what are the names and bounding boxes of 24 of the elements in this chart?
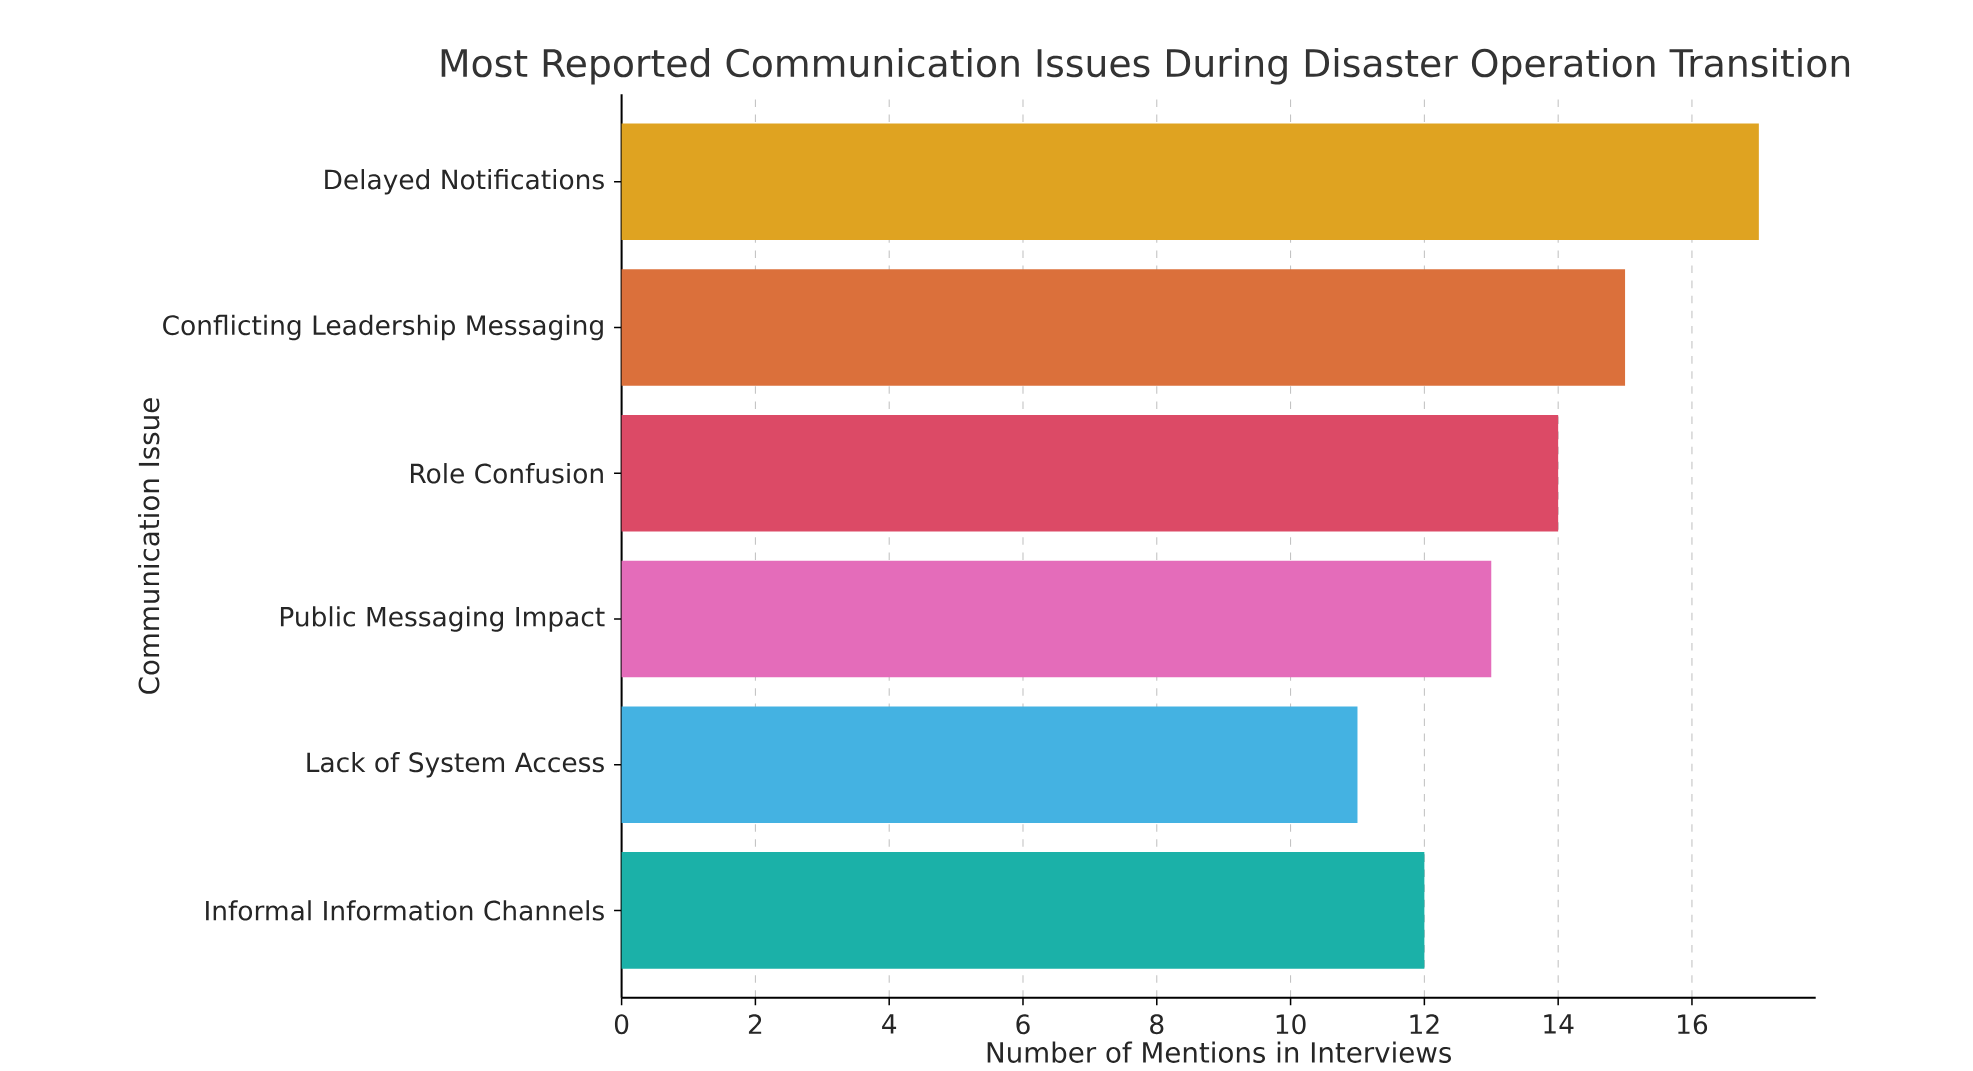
x-tick-label: 4 (882, 1014, 897, 1034)
bar (621, 706, 1358, 824)
x-tick-label: 14 (1544, 1014, 1574, 1034)
x-tick-label: 8 (1150, 1014, 1164, 1035)
y-tick-label: Delayed Notifications (325, 169, 604, 195)
bar (621, 560, 1492, 678)
y-axis-title: Communication Issue (138, 398, 160, 694)
x-tick-label: 0 (614, 1014, 629, 1035)
y-tick-label: Public Messaging Impact (280, 606, 605, 632)
y-tick-label: Informal Information Channels (206, 900, 604, 921)
y-tick-label: Conflicting Leadership Messaging (163, 314, 603, 341)
bar (621, 123, 1759, 241)
x-tick-label: 10 (1276, 1014, 1306, 1035)
x-tick-label: 12 (1410, 1014, 1439, 1034)
chart-title: Most Reported Communication Issues During Disaster Operation Transition (441, 48, 1850, 85)
x-tick-label: 2 (748, 1014, 762, 1034)
y-tick-label: Role Confusion (410, 463, 603, 484)
bar (621, 269, 1626, 386)
x-tick-label: 16 (1678, 1014, 1708, 1035)
x-axis-title: Number of Mentions in Interviews (987, 1041, 1451, 1063)
y-tick-label: Lack of System Access (307, 752, 604, 778)
bar (621, 852, 1425, 969)
bar (621, 415, 1559, 532)
x-tick-label: 6 (1016, 1014, 1030, 1035)
